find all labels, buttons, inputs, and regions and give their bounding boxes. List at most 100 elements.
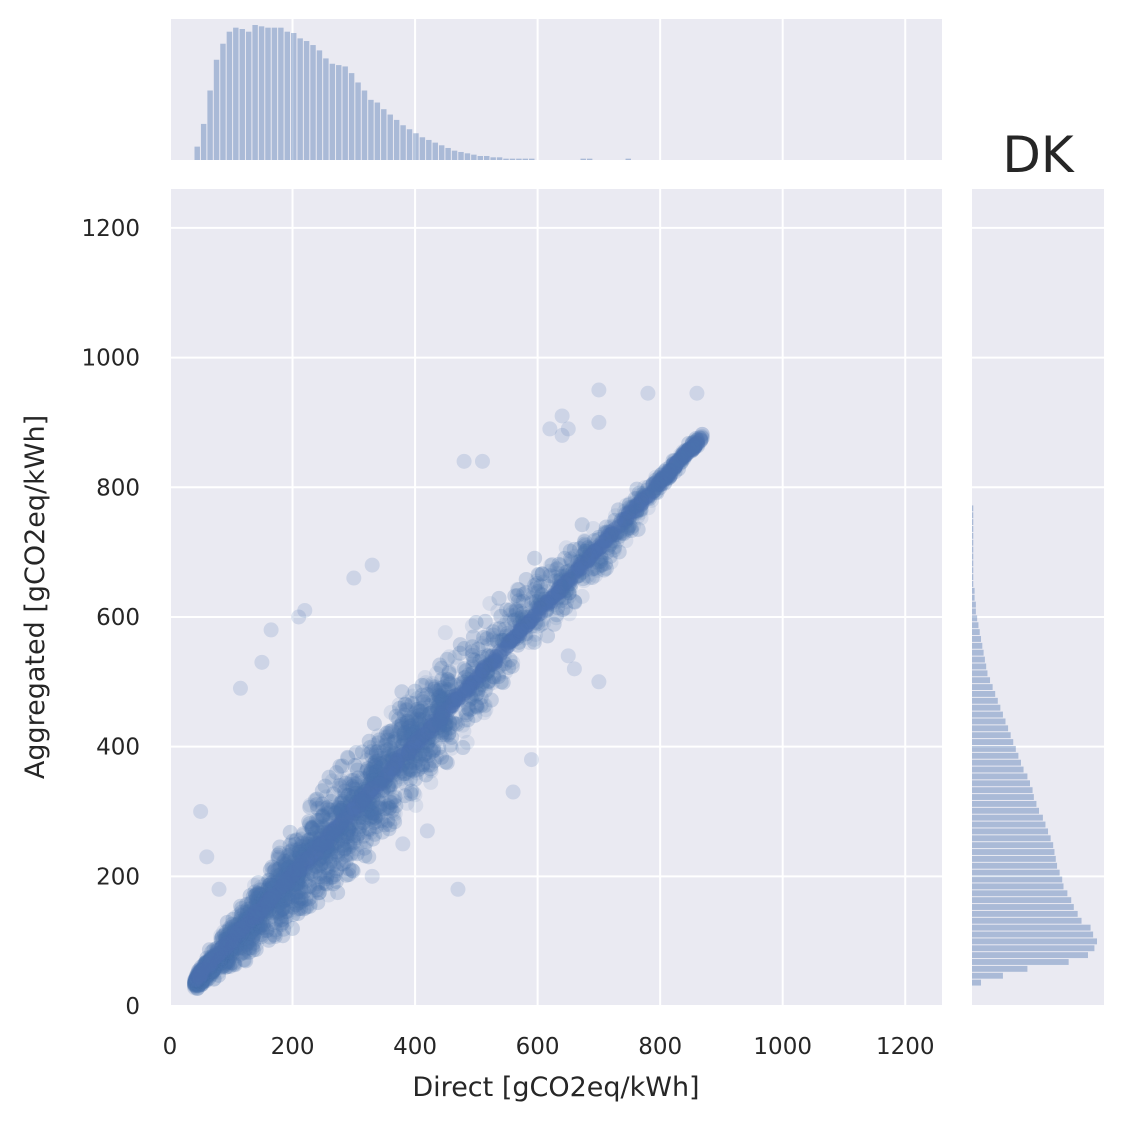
scatter-point	[192, 970, 208, 986]
scatter-point	[393, 747, 409, 763]
scatter-point	[202, 957, 218, 973]
scatter-point	[290, 868, 306, 884]
scatter-point	[512, 603, 528, 619]
top-histogram-bar	[355, 82, 361, 160]
scatter-point	[280, 864, 296, 880]
scatter-point	[401, 764, 417, 780]
scatter-outlier-point	[505, 784, 521, 800]
right-histogram-bar	[972, 787, 1033, 794]
scatter-point	[196, 962, 212, 978]
right-histogram-bar	[972, 642, 983, 649]
scatter-point	[373, 809, 389, 825]
scatter-point	[533, 595, 549, 611]
top-histogram-bar	[207, 90, 213, 160]
scatter-point	[656, 472, 672, 488]
scatter-point	[291, 864, 307, 880]
scatter-point	[190, 969, 206, 985]
scatter-point	[475, 663, 491, 679]
top-histogram-bar	[393, 119, 400, 160]
right-histogram-bar	[972, 691, 996, 697]
scatter-point	[602, 530, 618, 546]
scatter-point	[604, 527, 620, 543]
scatter-point	[259, 902, 275, 918]
scatter-point	[680, 443, 696, 459]
scatter-point	[189, 981, 205, 997]
scatter-point	[236, 945, 252, 961]
scatter-point	[387, 814, 403, 830]
scatter-point	[458, 705, 474, 721]
right-histogram-bar	[972, 979, 982, 986]
scatter-point	[335, 809, 351, 825]
scatter-point	[391, 697, 407, 713]
scatter-point	[365, 808, 381, 824]
scatter-point	[198, 972, 214, 988]
scatter-outlier-point	[542, 421, 558, 437]
scatter-point	[315, 810, 331, 826]
scatter-point	[336, 798, 352, 814]
scatter-point	[278, 890, 294, 906]
scatter-point	[480, 637, 496, 653]
top-histogram-bar	[271, 27, 278, 161]
scatter-point	[239, 919, 255, 935]
scatter-point	[579, 540, 595, 556]
scatter-point	[199, 968, 215, 984]
scatter-point	[225, 930, 241, 946]
top-histogram-bar	[496, 157, 503, 160]
scatter-point	[262, 881, 278, 897]
scatter-point	[424, 676, 440, 692]
scatter-point	[215, 946, 231, 962]
scatter-point	[262, 892, 278, 908]
scatter-point	[478, 702, 494, 718]
scatter-point	[424, 694, 440, 710]
scatter-point	[195, 964, 211, 980]
scatter-point	[217, 931, 233, 947]
scatter-point	[251, 891, 267, 907]
scatter-point	[253, 893, 269, 909]
scatter-point	[188, 977, 204, 993]
scatter-point	[393, 745, 409, 761]
x-tick-label: 0	[163, 1034, 178, 1060]
scatter-point	[410, 690, 426, 706]
scatter-point	[459, 734, 475, 750]
scatter-point	[312, 858, 328, 874]
top-histogram-bar	[361, 90, 368, 160]
scatter-point	[187, 979, 203, 995]
scatter-point	[434, 700, 450, 716]
scatter-point	[335, 837, 351, 853]
scatter-point	[234, 931, 250, 947]
scatter-point	[271, 900, 287, 916]
scatter-point	[535, 611, 551, 627]
scatter-point	[652, 476, 668, 492]
scatter-point	[437, 690, 453, 706]
scatter-point	[233, 940, 249, 956]
scatter-point	[423, 774, 439, 790]
scatter-point	[400, 754, 416, 770]
scatter-point	[233, 935, 249, 951]
scatter-point	[187, 977, 203, 993]
scatter-point	[407, 683, 423, 699]
scatter-point	[546, 616, 562, 632]
scatter-point	[516, 616, 532, 632]
scatter-point	[318, 869, 334, 885]
right-histogram-bar	[972, 663, 987, 670]
scatter-point	[475, 638, 491, 654]
scatter-outlier-point	[297, 602, 313, 618]
scatter-point	[219, 936, 235, 952]
right-histogram-bar	[972, 883, 1064, 890]
scatter-point	[373, 756, 389, 772]
right-histogram-bar	[972, 581, 974, 587]
scatter-point	[343, 812, 359, 828]
scatter-point	[246, 932, 262, 948]
scatter-point	[359, 770, 375, 786]
scatter-point	[426, 718, 442, 734]
scatter-point	[465, 690, 481, 706]
scatter-point	[237, 952, 253, 968]
x-tick-labels: 0 200 400 600 800 1000 1200	[163, 1034, 935, 1060]
scatter-point	[191, 972, 207, 988]
scatter-point	[371, 791, 387, 807]
scatter-point	[293, 832, 309, 848]
scatter-point	[187, 973, 203, 989]
scatter-point	[190, 969, 206, 985]
scatter-outlier-point	[193, 803, 209, 819]
scatter-point	[193, 963, 209, 979]
